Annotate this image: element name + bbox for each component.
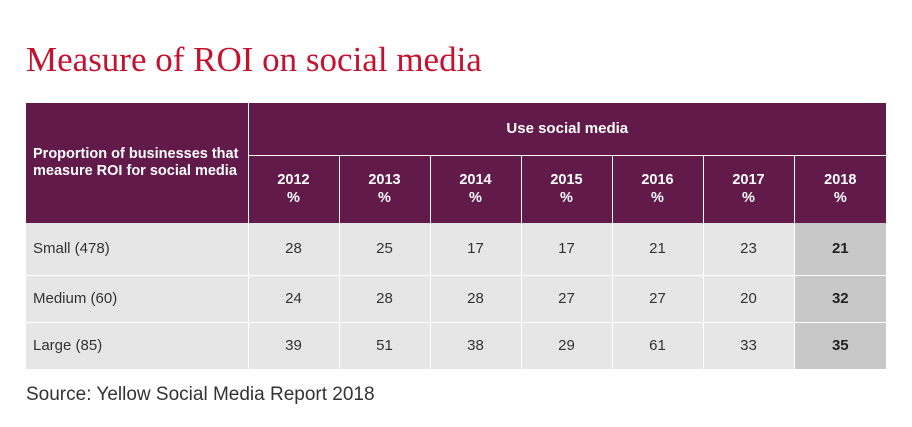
highlighted-cell: 32 <box>794 275 887 323</box>
year-header-2016: 2016% <box>612 155 704 223</box>
unit-label: % <box>742 190 755 207</box>
year-header-2013: 2013% <box>339 155 431 223</box>
page-title: Measure of ROI on social media <box>26 40 482 79</box>
table-cell: 28 <box>248 223 340 276</box>
unit-label: % <box>469 190 482 207</box>
year-header-2014: 2014% <box>430 155 522 223</box>
year-header-2018: 2018% <box>794 155 887 223</box>
table-cell: 61 <box>612 322 704 370</box>
table-cell: 28 <box>430 275 522 323</box>
table-cell: 23 <box>703 223 795 276</box>
source-note: Source: Yellow Social Media Report 2018 <box>26 384 375 405</box>
table-row-medium: Medium (60) 24 28 28 27 27 20 32 <box>26 275 887 323</box>
table-cell: 20 <box>703 275 795 323</box>
highlighted-cell: 35 <box>794 322 887 370</box>
year-label: 2014 <box>459 172 492 189</box>
year-header-2017: 2017% <box>703 155 795 223</box>
year-label: 2018 <box>824 172 857 189</box>
group-header-cell: Use social media <box>248 103 887 156</box>
year-label: 2017 <box>732 172 765 189</box>
table-row-small: Small (478) 28 25 17 17 21 23 21 <box>26 223 887 276</box>
table-cell: 25 <box>339 223 431 276</box>
year-label: 2012 <box>277 172 310 189</box>
row-label: Medium (60) <box>26 275 249 323</box>
table-cell: 27 <box>521 275 613 323</box>
unit-label: % <box>833 190 847 207</box>
table-cell: 33 <box>703 322 795 370</box>
table-cell: 24 <box>248 275 340 323</box>
year-label: 2015 <box>550 172 583 189</box>
row-label: Small (478) <box>26 223 249 276</box>
table-row-large: Large (85) 39 51 38 29 61 33 35 <box>26 322 887 370</box>
row-label: Large (85) <box>26 322 249 370</box>
roi-table: Proportion of businesses that measure RO… <box>26 103 887 370</box>
group-header-row: Proportion of businesses that measure RO… <box>26 103 887 223</box>
table-cell: 27 <box>612 275 704 323</box>
year-label: 2016 <box>641 172 674 189</box>
row-header-cell: Proportion of businesses that measure RO… <box>26 103 249 223</box>
year-label: 2013 <box>368 172 401 189</box>
table-cell: 29 <box>521 322 613 370</box>
unit-label: % <box>378 190 391 207</box>
table-cell: 51 <box>339 322 431 370</box>
table-cell: 17 <box>521 223 613 276</box>
year-header-2015: 2015% <box>521 155 613 223</box>
year-header-2012: 2012% <box>248 155 340 223</box>
table-cell: 21 <box>612 223 704 276</box>
year-header-row: 2012% 2013% 2014% 2015% 2016% 2017% 2018… <box>26 155 887 223</box>
table-cell: 17 <box>430 223 522 276</box>
table-cell: 38 <box>430 322 522 370</box>
highlighted-cell: 21 <box>794 223 887 276</box>
unit-label: % <box>560 190 573 207</box>
table-cell: 28 <box>339 275 431 323</box>
table-cell: 39 <box>248 322 340 370</box>
unit-label: % <box>287 190 300 207</box>
unit-label: % <box>651 190 664 207</box>
